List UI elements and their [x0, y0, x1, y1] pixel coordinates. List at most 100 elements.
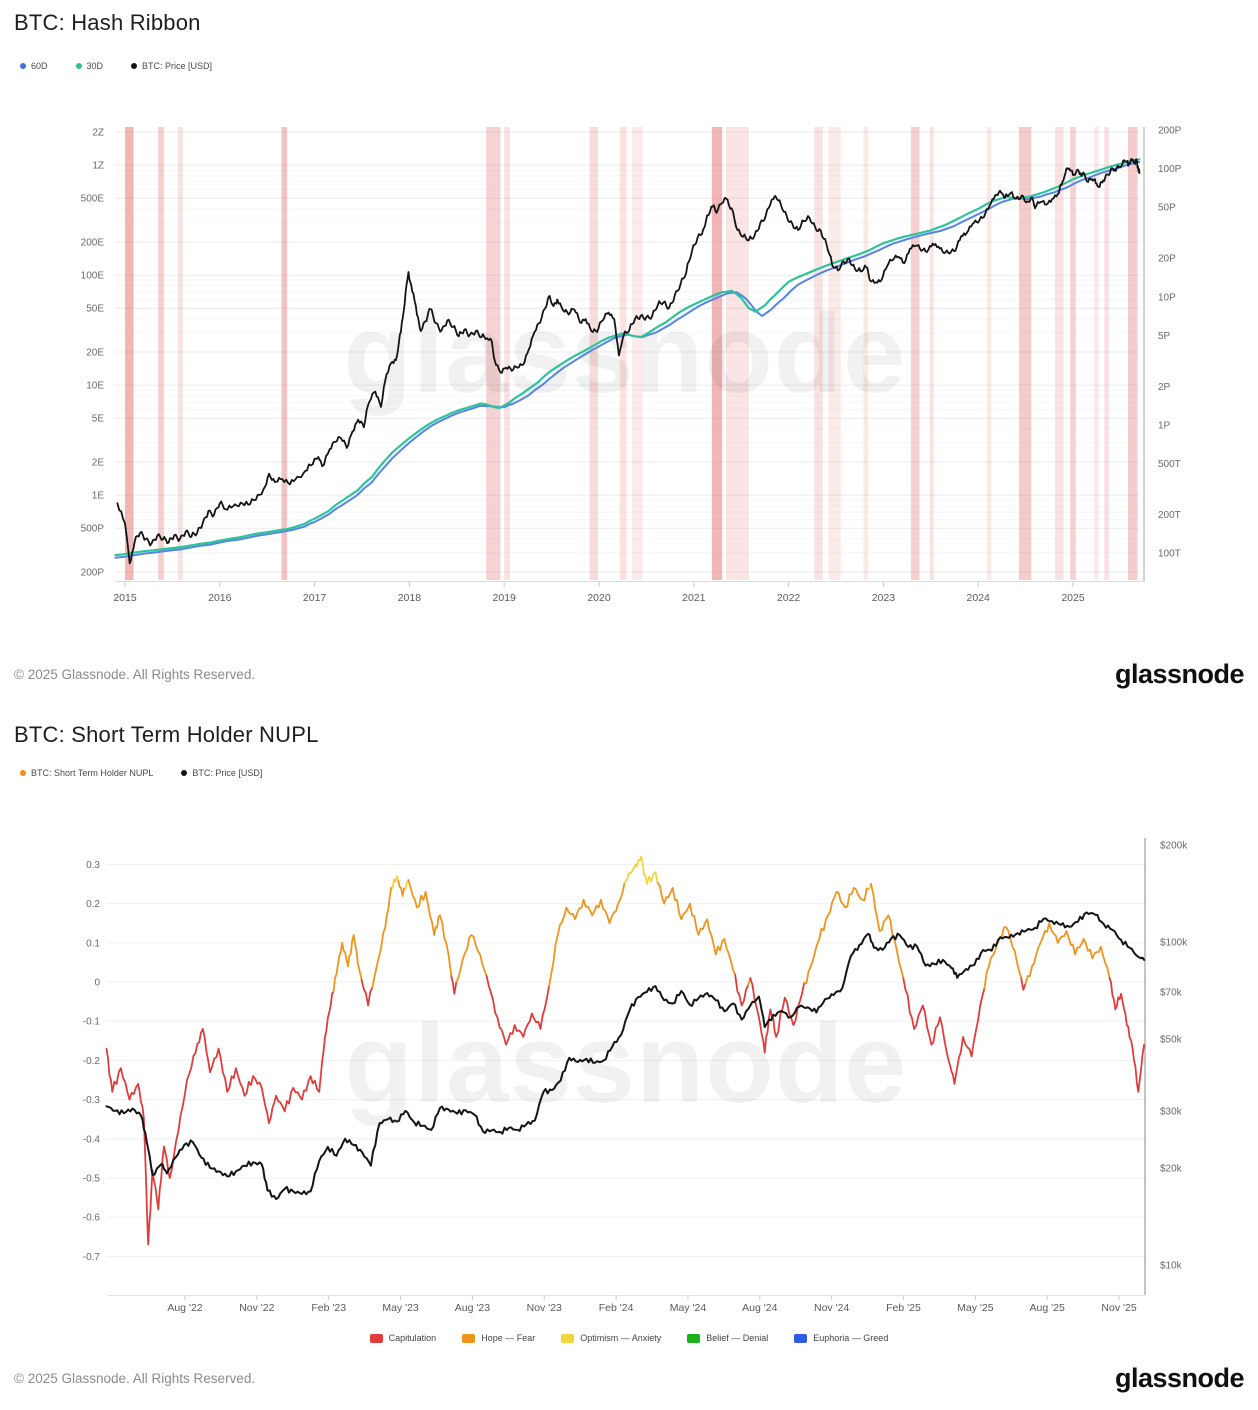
- y-axis-right-tick: 20P: [1158, 254, 1176, 265]
- capitulation-band: [1070, 127, 1076, 580]
- y-axis-left-tick: 0.1: [86, 938, 100, 949]
- x-axis-tick: 2023: [872, 592, 896, 604]
- capitulation-band: [158, 127, 164, 580]
- axis-labels: 0.3 0.2 0.1 0 -0.1 -0.2 -0.3 -0.4 -0.5 -0.6 -0.7 $2…: [83, 840, 1188, 1314]
- y-axis-right-tick: $30k: [1160, 1106, 1183, 1117]
- x-axis-tick: 2019: [493, 592, 517, 604]
- y-axis-left-tick: -0.5: [83, 1174, 101, 1185]
- zone-swatch-icon: [794, 1333, 808, 1343]
- y-axis-left-tick: 1E: [92, 491, 105, 502]
- y-axis-right-tick: 200P: [1158, 126, 1182, 137]
- x-axis-tick: 2016: [208, 592, 232, 604]
- x-axis-tick: Feb '24: [599, 1302, 634, 1314]
- zone-label: Hope — Fear: [481, 1333, 536, 1343]
- y-axis-left-tick: 2Z: [92, 128, 104, 139]
- sth-nupl-line: [391, 875, 400, 889]
- capitulation-band: [910, 127, 920, 580]
- copyright-text: © 2025 Glassnode. All Rights Reserved.: [14, 666, 256, 682]
- zone-legend-item[interactable]: Hope — Fear: [462, 1333, 535, 1343]
- x-axis-tick: Aug '23: [455, 1302, 490, 1314]
- capitulation-bands: [125, 127, 1138, 580]
- sth-nupl-line: [1108, 977, 1145, 1093]
- capitulation-band: [504, 127, 510, 580]
- y-axis-right-tick: $200k: [1160, 840, 1188, 851]
- legend-label: 60D: [31, 61, 48, 71]
- y-axis-left-tick: 5E: [92, 414, 105, 425]
- sth-nupl-line: [656, 881, 737, 976]
- zone-legend-item[interactable]: Belief — Denial: [687, 1333, 768, 1343]
- y-axis-left-tick: -0.1: [83, 1017, 101, 1028]
- axis-labels: 2Z 1Z 500E 200E 100E 50E 20E 10E 5E 2E 1E 500P 200P 2…: [81, 126, 1182, 605]
- sth-nupl-line: [397, 880, 407, 897]
- capitulation-band: [1104, 127, 1110, 580]
- nupl-zone-legend: Capitulation Hope — Fear Optimism — Anxiet…: [0, 1333, 1258, 1343]
- zone-legend-item[interactable]: Optimism — Anxiety: [561, 1333, 661, 1343]
- sth-nupl-line: [983, 926, 1023, 989]
- chart2-footer: © 2025 Glassnode. All Rights Reserved. g…: [0, 1360, 1258, 1396]
- x-axis-tick: Nov '23: [527, 1302, 562, 1314]
- capitulation-band: [1018, 127, 1032, 580]
- capitulation-band: [828, 127, 841, 580]
- sth-nupl-line: [332, 934, 363, 993]
- y-axis-left-tick: 0: [94, 978, 100, 989]
- capitulation-band: [1093, 127, 1099, 580]
- capitulation-band: [178, 127, 183, 580]
- legend-swatch-icon: [131, 63, 138, 69]
- legend-item[interactable]: BTC: Price [USD]: [181, 768, 262, 778]
- y-axis-left-tick: -0.3: [83, 1095, 101, 1106]
- y-axis-left-tick: 500P: [81, 524, 105, 535]
- capitulation-band: [929, 127, 934, 580]
- y-axis-right-tick: 50P: [1158, 203, 1176, 214]
- y-axis-left-tick: -0.2: [83, 1056, 101, 1067]
- zone-swatch-icon: [687, 1333, 701, 1343]
- y-axis-right-tick: $20k: [1160, 1163, 1183, 1174]
- chart2-legend: BTC: Short Term Holder NUPL BTC: Price [U…: [20, 768, 262, 778]
- zone-legend-item[interactable]: Euphoria — Greed: [794, 1333, 888, 1343]
- x-axis-tick: Feb '23: [311, 1302, 346, 1314]
- y-axis-right-tick: 2P: [1158, 382, 1171, 393]
- chart1-title: BTC: Hash Ribbon: [14, 10, 201, 35]
- capitulation-band: [863, 127, 869, 580]
- zone-label: Euphoria — Greed: [813, 1333, 889, 1343]
- x-axis-tick: 2018: [398, 592, 422, 604]
- chart2-title: BTC: Short Term Holder NUPL: [14, 722, 319, 747]
- x-axis-tick: Aug '22: [167, 1302, 202, 1314]
- y-axis-left-tick: -0.7: [83, 1252, 101, 1263]
- copyright-text: © 2025 Glassnode. All Rights Reserved.: [14, 1370, 256, 1386]
- legend-item[interactable]: BTC: Price [USD]: [131, 61, 212, 71]
- capitulation-band: [1127, 127, 1138, 580]
- legend-label: BTC: Price [USD]: [192, 768, 263, 778]
- chart1-footer: © 2025 Glassnode. All Rights Reserved. g…: [0, 656, 1258, 692]
- sth-nupl-line: [450, 975, 458, 995]
- x-axis-tick: May '25: [957, 1302, 994, 1314]
- x-axis-tick: Nov '22: [239, 1302, 274, 1314]
- y-axis-left-tick: 200E: [81, 238, 105, 249]
- y-axis-right-tick: 5P: [1158, 331, 1171, 342]
- sth-nupl-line: [870, 883, 905, 980]
- zone-label: Optimism — Anxiety: [580, 1333, 662, 1343]
- sth-nupl-line: [105, 990, 335, 1246]
- btc-price-line: [105, 911, 1146, 1201]
- zone-legend-item[interactable]: Capitulation: [369, 1333, 436, 1343]
- y-axis-left-tick: 100E: [81, 271, 105, 282]
- capitulation-band: [619, 127, 627, 580]
- y-axis-right-tick: $50k: [1160, 1035, 1183, 1046]
- sth-nupl-line: [360, 979, 374, 1007]
- legend-item[interactable]: BTC: Short Term Holder NUPL: [20, 768, 153, 778]
- y-axis-left-tick: 10E: [86, 381, 104, 392]
- x-axis-tick: 2017: [303, 592, 327, 604]
- legend-item[interactable]: 60D: [20, 61, 48, 71]
- capitulation-band: [814, 127, 823, 580]
- x-axis-tick: Nov '25: [1101, 1302, 1136, 1314]
- y-axis-left-tick: -0.4: [83, 1134, 101, 1145]
- sth-nupl-chart: glassnode0.30.20.10-0.1-0.2-0.3-0.4-0.5-…: [83, 838, 1188, 1314]
- y-axis-right-tick: 200T: [1158, 510, 1181, 521]
- gridlines: [107, 863, 1145, 1257]
- x-axis-tick: 2015: [113, 592, 137, 604]
- y-axis-left-tick: 1Z: [92, 161, 104, 172]
- legend-swatch-icon: [181, 770, 188, 776]
- legend-item[interactable]: 30D: [75, 61, 103, 71]
- y-axis-right-tick: 100P: [1158, 164, 1182, 175]
- x-axis-tick: Aug '24: [742, 1302, 777, 1314]
